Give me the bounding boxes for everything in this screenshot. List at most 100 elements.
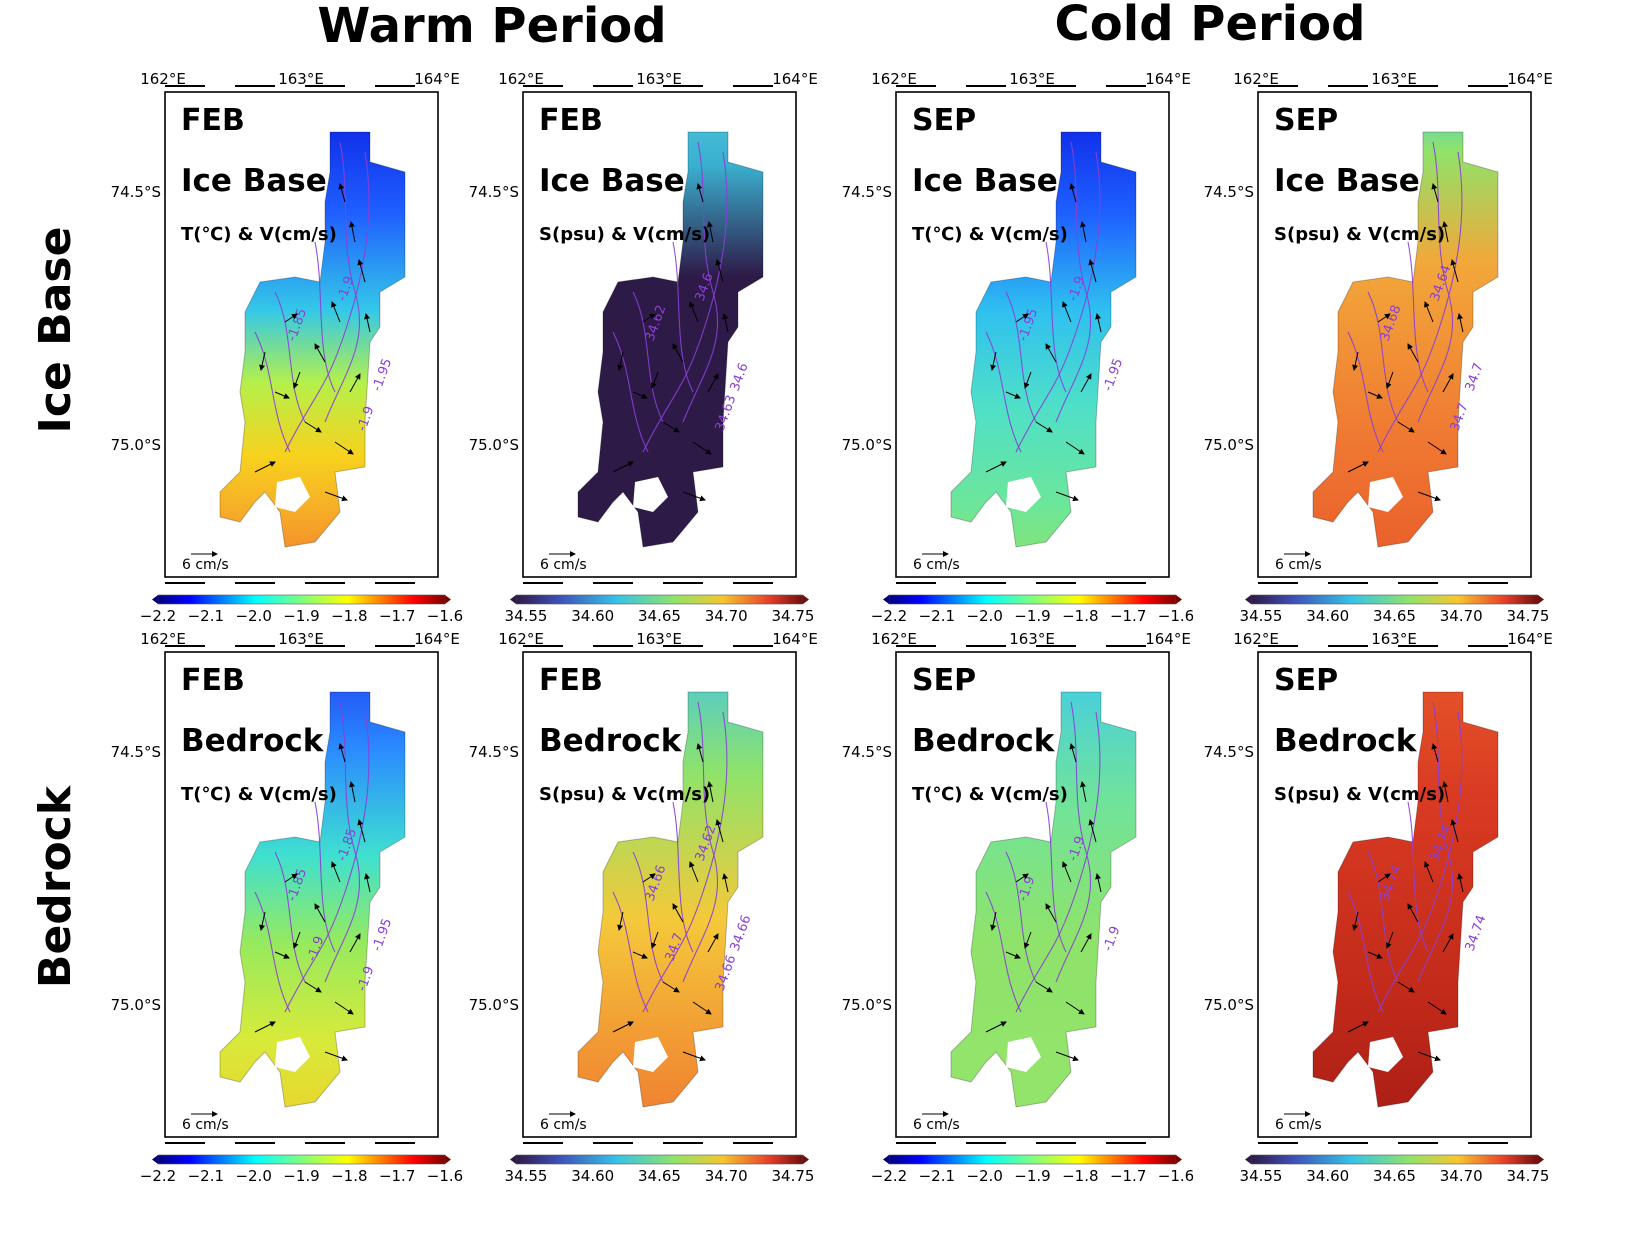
velocity-arrow [617,911,624,931]
contour-line [682,141,719,423]
contour-line [254,891,291,1013]
contour-line [1045,241,1067,393]
velocity-arrow [1450,819,1459,843]
lon-tick-label: 164°E [772,70,818,88]
velocity-arrow [1397,421,1415,433]
velocity-arrow [632,391,648,399]
colorbar-tick-label: −2.0 [966,607,1002,625]
panel-layer: Bedrock [539,723,683,759]
contour-line [612,331,649,453]
panel-layer: Bedrock [181,723,325,759]
colorbar-tick-label: −2.2 [871,1167,907,1185]
velocity-arrow [254,1021,276,1033]
lon-tick-label: 164°E [1507,630,1553,648]
velocity-arrow [349,221,356,243]
lat-tick-label: 75.0°S [469,996,519,1014]
contour-line [1347,891,1384,1013]
panel-variable: S(psu) & V(cm/s) [1274,224,1445,245]
contour-line [642,151,728,453]
colorbar-cap-left [883,1155,889,1164]
colorbar-bar [1250,594,1539,605]
colorbar-tick-label: −2.1 [919,607,955,625]
land-patch [633,1037,668,1072]
velocity-field [254,743,371,1062]
velocity-arrow [1005,391,1021,399]
ocean-field-outline [577,131,764,548]
lon-tick-label: 162°E [871,70,917,88]
land-patch [1368,477,1403,512]
velocity-arrow [1035,421,1053,433]
map-panel: 162°E 163°E 164°E74.5°S75.0°S-1.85-1.95-1.… [111,630,464,1185]
velocity-arrow [331,301,341,323]
colorbar-bar [157,594,446,605]
velocity-arrow [314,343,326,363]
velocity-arrow [349,373,361,393]
colorbar-cap-right [1176,595,1182,604]
lon-tick-label: 163°E [278,630,324,648]
velocity-arrow [1045,343,1057,363]
colorbar-bar [1250,1154,1539,1165]
lat-tick-label: 75.0°S [842,436,892,454]
colorbar: −2.2 −2.1 −2.0 −1.9 −1.8 −1.7 −1.6 [871,594,1194,625]
colorbar-cap-left [152,1155,158,1164]
colorbar-tick-label: 34.75 [1507,1167,1550,1185]
map-panel: 162°E 163°E 164°E74.5°S75.0°S-1.9-1.9-1.96… [842,630,1195,1185]
contour-line [1015,151,1101,453]
velocity-arrow [1015,873,1029,883]
reference-vector-label: 6 cm/s [1275,1117,1322,1133]
colorbar: 34.55 34.60 34.65 34.70 34.75 [1240,594,1549,625]
lon-tick-label: 163°E [1009,70,1055,88]
velocity-arrow [1385,371,1394,389]
contour-line [274,851,306,983]
velocity-arrow [1080,221,1087,243]
contour-line [1367,291,1399,423]
ocean-field-outline [577,691,764,1108]
velocity-arrow [304,981,322,993]
colorbar-cap-right [1538,1155,1544,1164]
panel-month: FEB [181,663,245,698]
velocity-arrow [314,903,326,923]
velocity-arrow [1397,981,1415,993]
panel-layer: Ice Base [181,163,327,199]
colorbar-tick-label: 34.60 [1306,607,1349,625]
velocity-arrow [1450,259,1459,283]
velocity-arrow [1080,781,1087,803]
lon-tick-label: 163°E [1009,630,1055,648]
velocity-arrow [1377,313,1391,323]
colorbar-cap-left [510,1155,516,1164]
reference-vector-label: 6 cm/s [540,557,587,573]
colorbar: −2.2 −2.1 −2.0 −1.9 −1.8 −1.7 −1.6 [871,1154,1194,1185]
ocean-field-outline [219,131,406,548]
contour-line [1055,141,1092,423]
colorbar-tick-label: 34.70 [1440,607,1483,625]
velocity-arrow [1023,371,1032,389]
velocity-arrow [642,873,656,883]
velocity-arrow [1005,951,1021,959]
velocity-arrow [617,351,624,371]
panel-layer: Ice Base [1274,163,1420,199]
land-patch [1368,1037,1403,1072]
velocity-arrow [1457,873,1464,893]
colorbar-cap-left [152,595,158,604]
warm-period-title: Warm Period [317,0,666,54]
contour-line [1005,291,1037,423]
map-panel: 162°E 163°E 164°E74.5°S75.0°S34.6434.734.6… [1204,70,1553,625]
velocity-arrow [254,461,276,473]
velocity-arrow [650,371,659,389]
reference-vector-label: 6 cm/s [913,557,960,573]
lon-tick-label: 162°E [498,70,544,88]
velocity-arrow [1427,1001,1447,1015]
velocity-field [612,743,729,1062]
panel-layer: Bedrock [912,723,1056,759]
velocity-arrow [1062,301,1072,323]
ocean-field-outline [219,691,406,1108]
velocity-arrow [1055,491,1079,502]
velocity-arrow [1424,301,1434,323]
colorbar-tick-label: −1.6 [1158,1167,1194,1185]
velocity-arrow [990,351,997,371]
colorbar-tick-label: −1.9 [1014,1167,1050,1185]
velocity-arrow [1015,313,1029,323]
velocity-arrow [1442,221,1449,243]
contour-line [1417,141,1454,423]
